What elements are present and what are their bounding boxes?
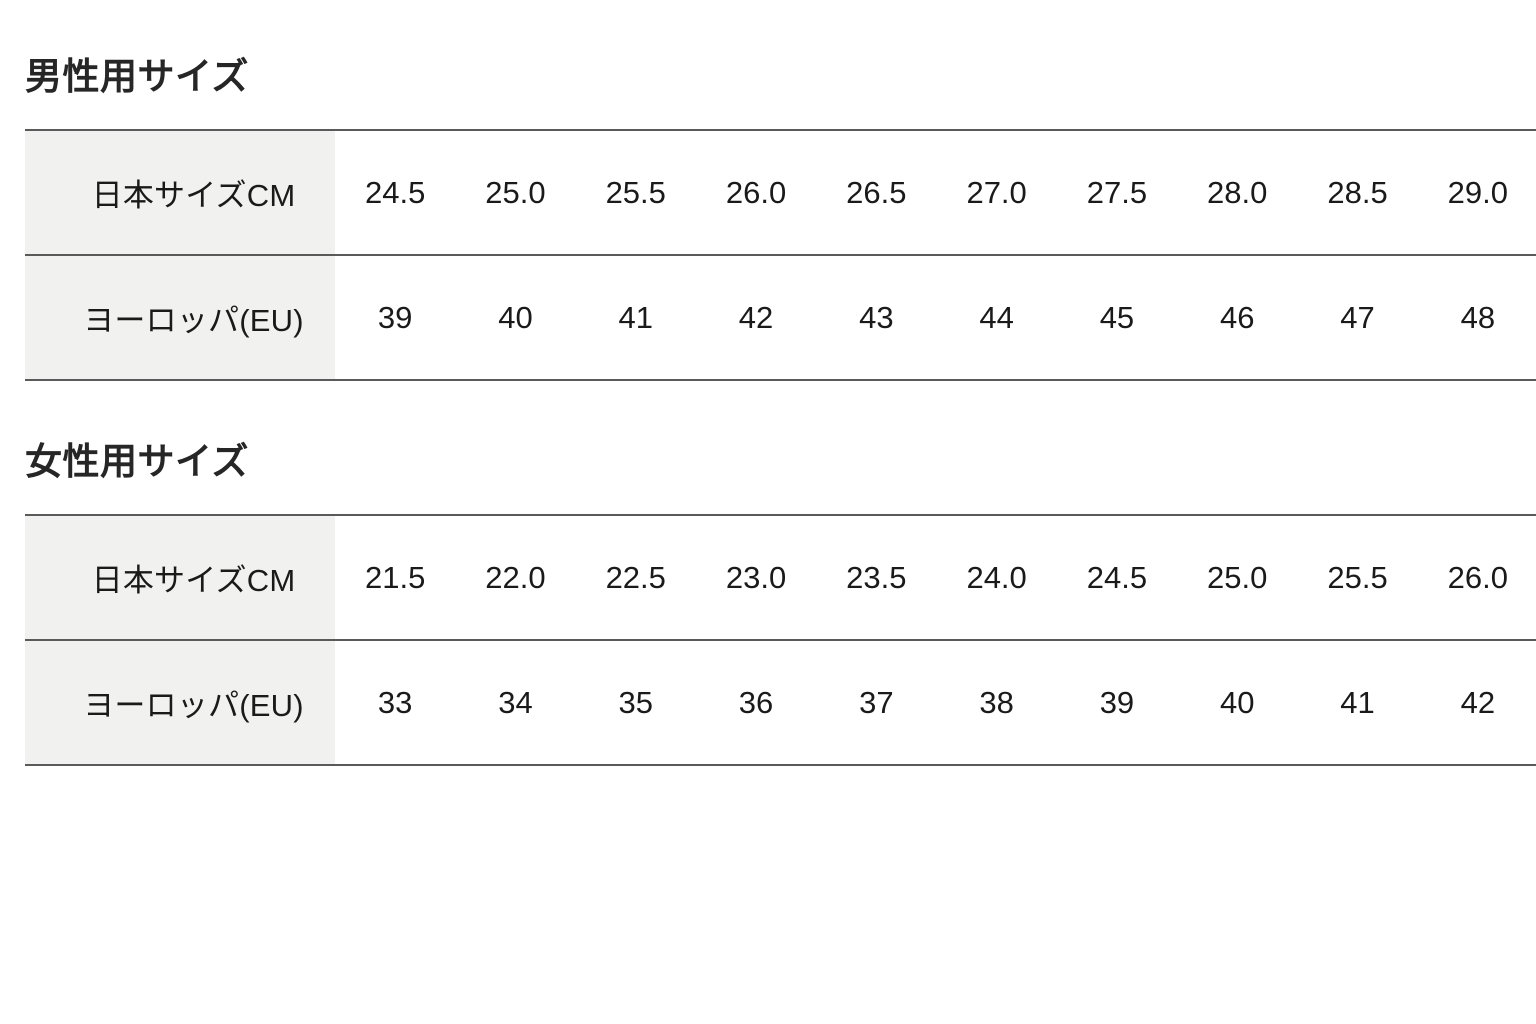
cell-jp-women-4: 23.0 bbox=[695, 515, 817, 640]
cell-eu-women-5: 37 bbox=[816, 640, 937, 765]
cell-eu-men-1: 39 bbox=[335, 255, 456, 380]
cell-eu-women-4: 36 bbox=[695, 640, 817, 765]
cell-eu-women-9: 41 bbox=[1297, 640, 1418, 765]
section-title-women: 女性用サイズ bbox=[25, 441, 249, 482]
cell-jp-women-1: 21.5 bbox=[335, 515, 456, 640]
cell-jp-men-3: 25.5 bbox=[575, 130, 696, 255]
table-row: 日本サイズCM 24.5 25.0 25.5 26.0 26.5 27.0 27… bbox=[25, 130, 1536, 255]
cell-jp-men-4: 26.0 bbox=[695, 130, 817, 255]
cell-eu-women-8: 40 bbox=[1177, 640, 1298, 765]
cell-jp-men-6: 27.0 bbox=[936, 130, 1057, 255]
size-table-men: 日本サイズCM 24.5 25.0 25.5 26.0 26.5 27.0 27… bbox=[25, 129, 1536, 381]
row-label-eu-size-women: ヨーロッパ(EU) bbox=[25, 640, 335, 765]
cell-eu-men-9: 47 bbox=[1297, 255, 1418, 380]
cell-eu-women-7: 39 bbox=[1056, 640, 1178, 765]
row-label-jp-size-women: 日本サイズCM bbox=[25, 515, 335, 640]
cell-jp-women-3: 22.5 bbox=[575, 515, 696, 640]
cell-jp-men-10: 29.0 bbox=[1417, 130, 1536, 255]
cell-eu-women-1: 33 bbox=[335, 640, 456, 765]
cell-jp-women-6: 24.0 bbox=[936, 515, 1057, 640]
cell-eu-women-6: 38 bbox=[936, 640, 1057, 765]
cell-eu-men-8: 46 bbox=[1177, 255, 1298, 380]
cell-eu-men-2: 40 bbox=[455, 255, 576, 380]
cell-eu-men-3: 41 bbox=[575, 255, 696, 380]
cell-jp-women-10: 26.0 bbox=[1417, 515, 1536, 640]
cell-jp-women-5: 23.5 bbox=[816, 515, 937, 640]
cell-eu-men-6: 44 bbox=[936, 255, 1057, 380]
cell-eu-women-10: 42 bbox=[1417, 640, 1536, 765]
cell-eu-men-4: 42 bbox=[695, 255, 817, 380]
cell-jp-men-8: 28.0 bbox=[1177, 130, 1298, 255]
cell-jp-women-2: 22.0 bbox=[455, 515, 576, 640]
section-women: 女性用サイズ 日本サイズCM 21.5 22.0 22.5 23.0 23.5 … bbox=[25, 381, 1536, 766]
row-label-jp-size-men: 日本サイズCM bbox=[25, 130, 335, 255]
cell-jp-men-2: 25.0 bbox=[455, 130, 576, 255]
cell-eu-men-10: 48 bbox=[1417, 255, 1536, 380]
cell-eu-men-7: 45 bbox=[1056, 255, 1178, 380]
cell-jp-women-9: 25.5 bbox=[1297, 515, 1418, 640]
size-table-women: 日本サイズCM 21.5 22.0 22.5 23.0 23.5 24.0 24… bbox=[25, 514, 1536, 766]
table-row: 日本サイズCM 21.5 22.0 22.5 23.0 23.5 24.0 24… bbox=[25, 515, 1536, 640]
cell-eu-women-2: 34 bbox=[455, 640, 576, 765]
table-row: ヨーロッパ(EU) 33 34 35 36 37 38 39 40 41 42 bbox=[25, 640, 1536, 765]
section-men: 男性用サイズ 日本サイズCM 24.5 25.0 25.5 26.0 26.5 … bbox=[25, 0, 1536, 381]
cell-eu-men-5: 43 bbox=[816, 255, 937, 380]
table-row: ヨーロッパ(EU) 39 40 41 42 43 44 45 46 47 48 bbox=[25, 255, 1536, 380]
cell-jp-men-5: 26.5 bbox=[816, 130, 937, 255]
cell-jp-women-7: 24.5 bbox=[1056, 515, 1178, 640]
cell-jp-men-7: 27.5 bbox=[1056, 130, 1178, 255]
cell-eu-women-3: 35 bbox=[575, 640, 696, 765]
section-title-men: 男性用サイズ bbox=[25, 56, 249, 97]
row-label-eu-size-men: ヨーロッパ(EU) bbox=[25, 255, 335, 380]
cell-jp-women-8: 25.0 bbox=[1177, 515, 1298, 640]
cell-jp-men-1: 24.5 bbox=[335, 130, 456, 255]
cell-jp-men-9: 28.5 bbox=[1297, 130, 1418, 255]
